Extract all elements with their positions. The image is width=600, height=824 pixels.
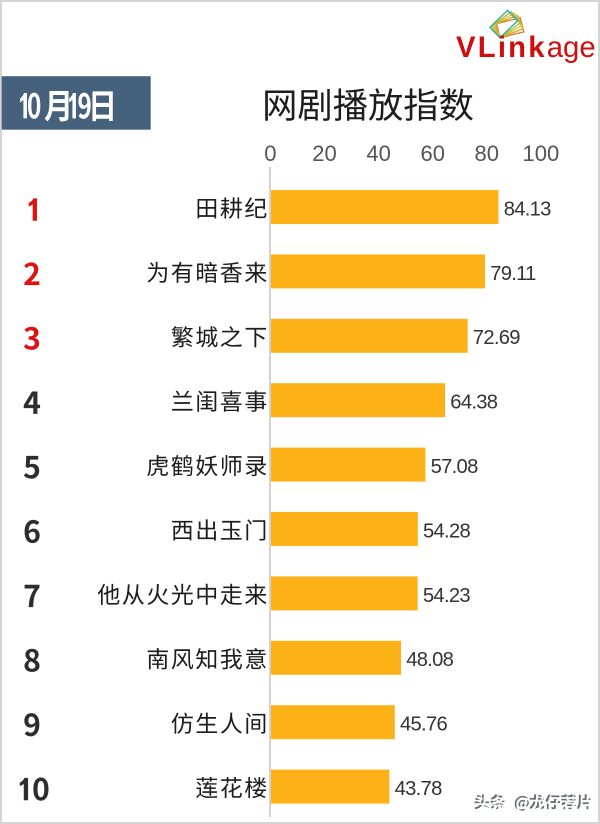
- svg-text:79.11: 79.11: [490, 263, 536, 285]
- svg-text:43.78: 43.78: [395, 778, 442, 800]
- svg-text:45.76: 45.76: [400, 714, 447, 736]
- svg-text:72.69: 72.69: [473, 327, 520, 349]
- svg-text:60: 60: [420, 141, 444, 166]
- svg-text:0: 0: [264, 141, 276, 166]
- svg-text:20: 20: [312, 141, 336, 166]
- svg-text:84.13: 84.13: [504, 198, 551, 220]
- svg-text:100: 100: [523, 141, 560, 166]
- svg-text:40: 40: [366, 141, 390, 166]
- svg-text:54.28: 54.28: [423, 520, 470, 542]
- svg-text:57.08: 57.08: [431, 456, 478, 478]
- svg-text:48.08: 48.08: [406, 649, 453, 671]
- svg-text:VLinkage: VLinkage: [456, 31, 596, 64]
- svg-text:64.38: 64.38: [450, 392, 497, 414]
- svg-text:54.23: 54.23: [423, 585, 470, 607]
- svg-text:80: 80: [475, 141, 499, 166]
